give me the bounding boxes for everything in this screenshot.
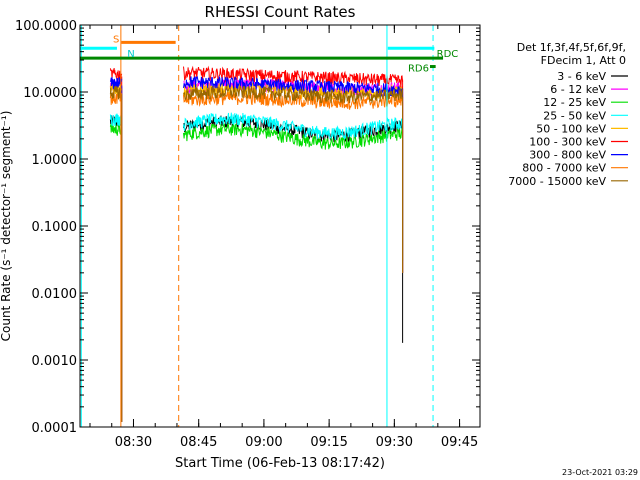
legend: Det 1f,3f,4f,5f,6f,9f, FDecim 1, Att 0 3…	[508, 41, 628, 188]
legend-entry-label: 7000 - 15000 keV	[508, 175, 606, 188]
x-tick-label: 08:45	[180, 435, 217, 450]
timestamp: 23-Oct-2021 03:29	[562, 468, 638, 477]
state-label: RDC	[437, 49, 459, 60]
legend-entry-label: 3 - 6 keV	[557, 70, 606, 83]
y-tick-label: 1.0000	[32, 153, 78, 168]
y-tick-label: 0.0010	[32, 354, 78, 369]
x-tick-label: 09:00	[245, 435, 282, 450]
y-tick-label: 10.0000	[23, 86, 77, 101]
x-axis-label: Start Time (06-Feb-13 08:17:42)	[175, 456, 385, 471]
legend-entry-label: 300 - 800 keV	[529, 149, 606, 162]
series-line	[109, 122, 404, 150]
series-line	[109, 112, 404, 141]
y-tick-label: 0.0001	[32, 421, 78, 436]
legend-header-line-2: FDecim 1, Att 0	[541, 54, 626, 67]
chart-title: RHESSI Count Rates	[205, 3, 356, 21]
x-tick-label: 09:45	[441, 435, 478, 450]
legend-entry-label: 6 - 12 keV	[550, 83, 606, 96]
y-tick-label: 0.0100	[32, 287, 78, 302]
legend-header-line-1: Det 1f,3f,4f,5f,6f,9f,	[517, 41, 626, 54]
axes: 100.0000 10.0000 1.0000 0.1000 0.0100 0.0010 0…	[15, 19, 480, 450]
x-tick-label: 09:30	[376, 435, 413, 450]
legend-entry-label: 800 - 7000 keV	[522, 162, 606, 175]
legend-entry-label: 100 - 300 keV	[529, 136, 606, 149]
legend-entry-label: 50 - 100 keV	[536, 122, 606, 135]
y-tick-label: 0.1000	[32, 220, 78, 235]
state-label: N	[127, 49, 134, 60]
series-line	[109, 65, 404, 88]
x-tick-label: 09:15	[310, 435, 347, 450]
legend-entry-label: 25 - 50 keV	[543, 109, 606, 122]
x-tick-label: 08:30	[115, 435, 152, 450]
state-label: S	[113, 34, 119, 45]
legend-entry-label: 12 - 25 keV	[543, 96, 606, 109]
series-line	[109, 85, 404, 105]
y-axis-label: Count Rate (s⁻¹ detector⁻¹ segment⁻¹)	[0, 111, 13, 342]
state-label: RD6	[408, 64, 429, 75]
y-tick-label: 100.0000	[15, 19, 77, 34]
data-layer	[109, 65, 404, 422]
